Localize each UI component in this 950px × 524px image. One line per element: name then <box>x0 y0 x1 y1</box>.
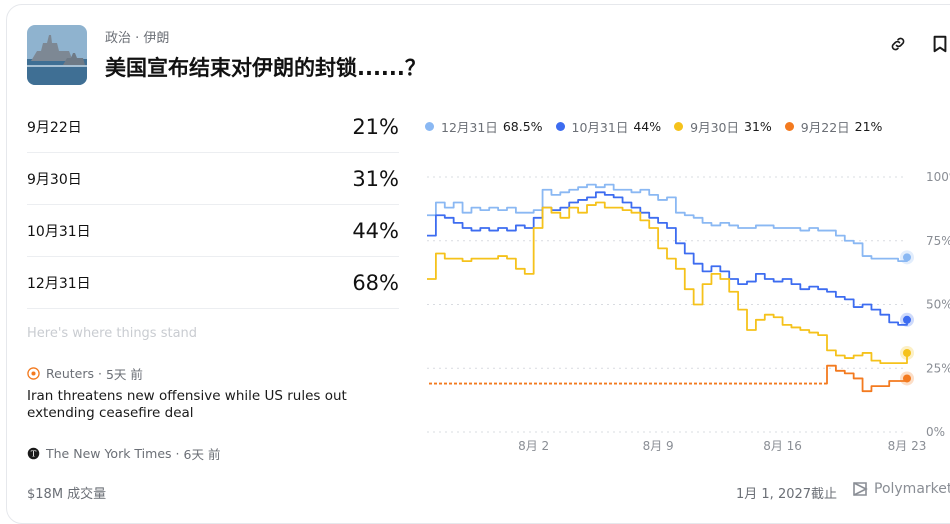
end-date-label: 1月 1, 2027截止 <box>736 487 838 502</box>
news-time: 5天 前 <box>105 367 143 382</box>
outcome-percent: 21% <box>352 114 399 139</box>
x-tick-label: 8月 2 <box>518 439 549 453</box>
legend-item[interactable]: 12月31日 68.5% <box>425 117 543 136</box>
market-category: 政治 · 伊朗 <box>105 31 170 46</box>
chart-legend: 12月31日 68.5% 10月31日 44% 9月30日 31% 9月22日 … <box>425 117 895 136</box>
y-tick-label: 50% <box>926 298 950 312</box>
legend-name: 12月31日 <box>441 120 498 135</box>
brand-name: Polymarket <box>874 481 950 497</box>
x-tick-label: 8月 9 <box>643 439 674 453</box>
polymarket-brand[interactable]: Polymarket <box>852 481 950 497</box>
series-line <box>427 364 908 393</box>
news-time: 6天 前 <box>183 447 221 462</box>
outcome-percent: 44% <box>352 218 399 243</box>
news-source-nyt[interactable]: T The New York Times · 6天 前 <box>27 444 220 463</box>
news-source-reuters[interactable]: Reuters · 5天 前 <box>27 364 143 383</box>
outcome-label: 12月31日 <box>27 275 91 292</box>
news-section-label: Here's where things stand <box>27 326 198 341</box>
outcome-row[interactable]: 9月22日 21% <box>27 101 399 153</box>
market-card <box>6 4 950 524</box>
legend-name: 9月30日 <box>690 120 739 135</box>
legend-dot-icon <box>555 122 565 131</box>
reuters-logo-icon <box>27 367 40 380</box>
nyt-logo-icon: T <box>27 447 40 460</box>
polymarket-logo-icon <box>852 481 868 497</box>
y-tick-label: 75% <box>926 234 950 248</box>
series-line <box>427 183 908 263</box>
legend-value: 31% <box>744 119 772 134</box>
legend-name: 10月31日 <box>571 120 629 135</box>
x-tick-label: 8月 16 <box>763 439 802 453</box>
bookmark-icon[interactable] <box>929 33 950 55</box>
series-line <box>427 201 908 365</box>
legend-item[interactable]: 9月22日 21% <box>784 117 883 136</box>
news-source-name: Reuters <box>46 366 94 381</box>
legend-value: 68.5% <box>502 119 543 134</box>
outcome-label: 9月30日 <box>27 171 82 188</box>
outcome-row[interactable]: 10月31日 44% <box>27 205 399 257</box>
outcome-label: 9月22日 <box>27 119 82 136</box>
x-tick-label: 8月 23 <box>888 439 927 453</box>
outcome-percent: 31% <box>352 166 399 191</box>
link-icon[interactable] <box>887 33 909 55</box>
series-endpoint <box>903 374 911 383</box>
outcome-label: 10月31日 <box>27 223 91 240</box>
warship-thumbnail[interactable] <box>27 25 87 85</box>
outcome-row[interactable]: 9月30日 31% <box>27 153 399 205</box>
volume-label: $18M 成交量 <box>27 487 107 502</box>
y-tick-label: 0% <box>926 425 945 439</box>
legend-value: 44% <box>633 119 662 134</box>
series-endpoint <box>903 253 911 262</box>
legend-value: 21% <box>854 119 883 134</box>
series-endpoint <box>903 348 911 357</box>
legend-item[interactable]: 10月31日 44% <box>555 117 662 136</box>
y-tick-label: 25% <box>926 361 950 375</box>
legend-dot-icon <box>784 122 794 131</box>
legend-dot-icon <box>425 122 434 131</box>
outcome-percent: 68% <box>352 270 399 295</box>
news-source-name: The New York Times <box>46 446 172 461</box>
price-history-chart[interactable]: 0% 25% 50% 75% 100% 8月 2 8月 9 8月 16 8月 23 <box>0 0 950 503</box>
series-line <box>427 191 908 326</box>
market-title: 美国宣布结束对伊朗的封锁......？ <box>105 56 426 80</box>
news-headline[interactable]: Iran threatens new offensive while US ru… <box>27 388 347 421</box>
outcome-row[interactable]: 12月31日 68% <box>27 257 399 309</box>
legend-name: 9月22日 <box>800 120 850 135</box>
series-endpoint <box>903 315 911 324</box>
legend-dot-icon <box>674 122 684 131</box>
y-tick-label: 100% <box>926 170 950 184</box>
legend-item[interactable]: 9月30日 31% <box>674 117 772 136</box>
svg-text:T: T <box>31 448 37 458</box>
